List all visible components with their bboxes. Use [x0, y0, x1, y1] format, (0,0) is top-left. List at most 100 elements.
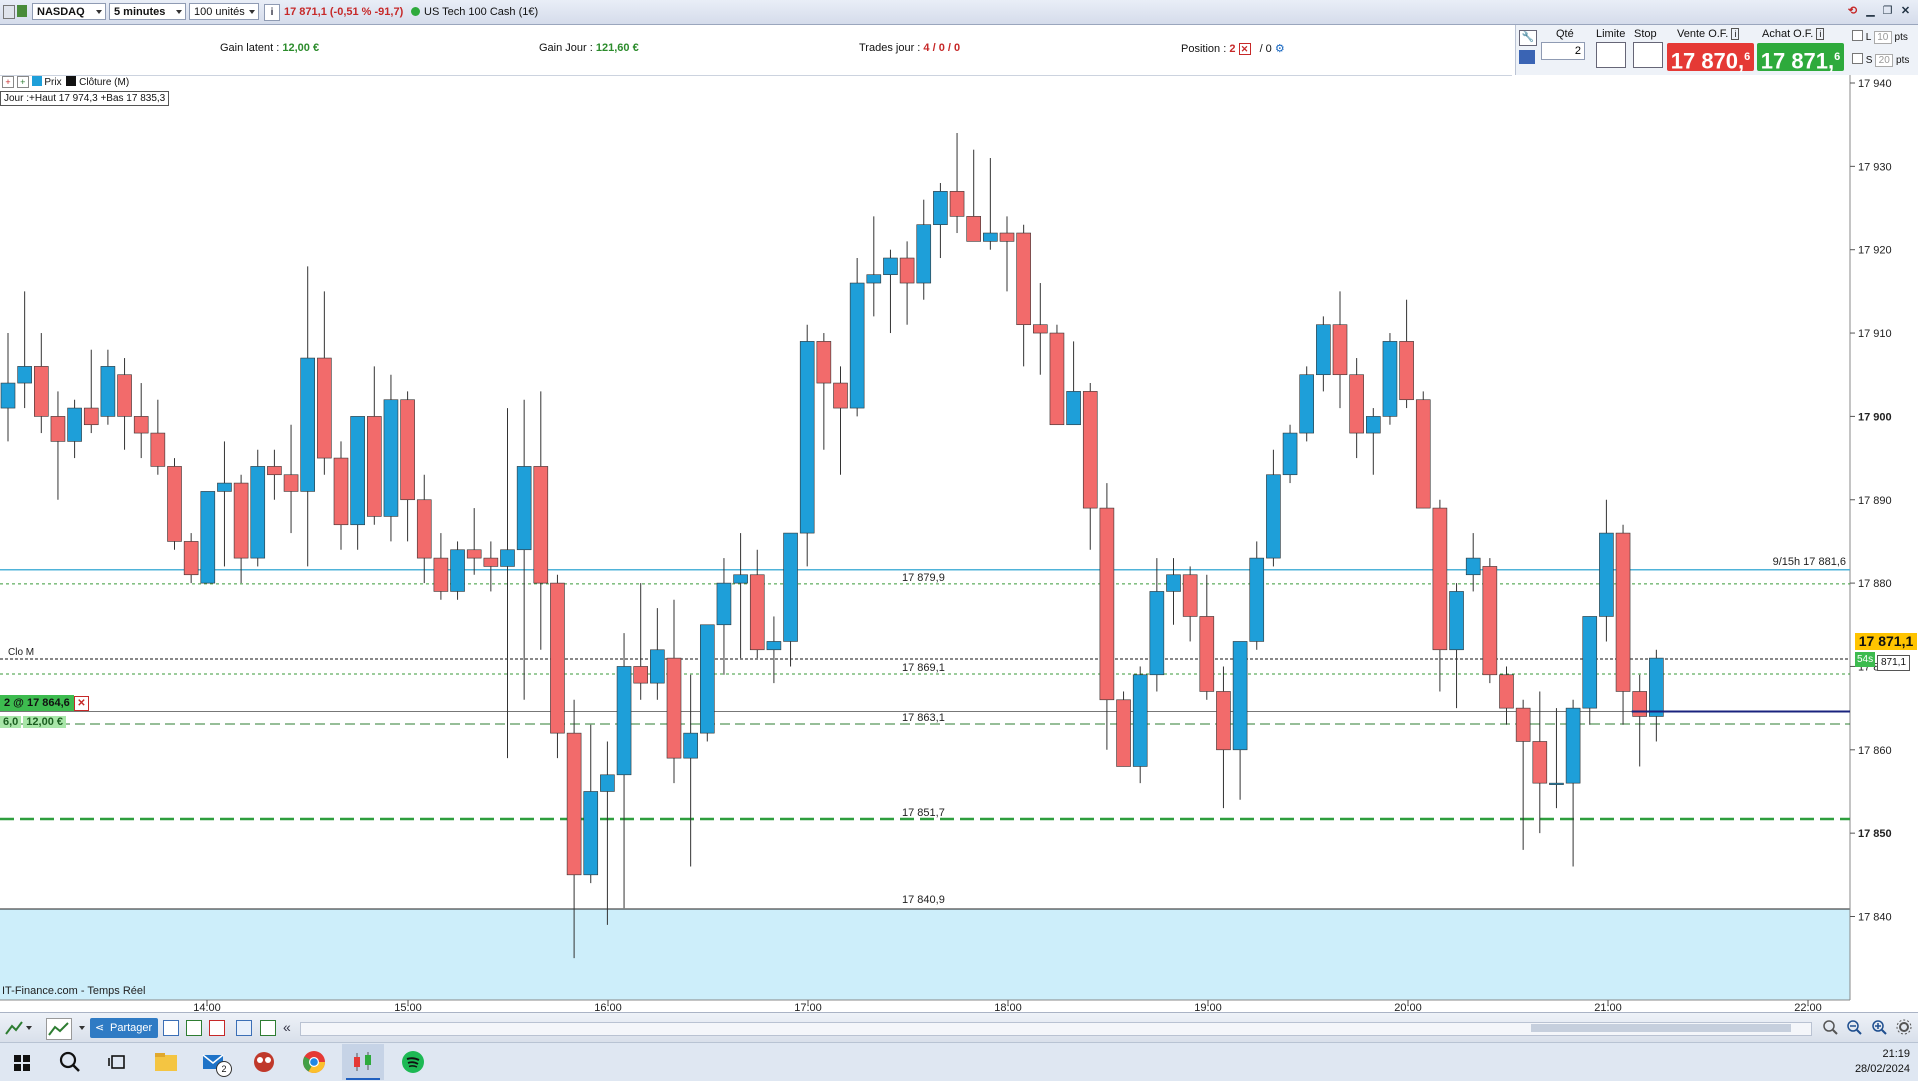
system-clock[interactable]: 21:19 28/02/2024	[1855, 1047, 1910, 1077]
price-series-label[interactable]: Prix	[44, 77, 62, 88]
candle-body	[33, 366, 49, 417]
mail-badge: 2	[216, 1061, 232, 1077]
chrome-icon[interactable]	[300, 1049, 328, 1075]
candle-body	[117, 374, 132, 417]
restore-icon[interactable]: ❐	[1882, 5, 1893, 17]
wrench-icon[interactable]: 🔧	[1519, 30, 1537, 46]
gear-icon[interactable]	[1896, 1019, 1912, 1035]
candle-body	[466, 549, 482, 559]
chart-type-dropdown[interactable]	[79, 1026, 85, 1030]
buy-label: Achat O.F.	[1762, 28, 1814, 40]
drawing-tool-dropdown[interactable]	[26, 1026, 32, 1030]
gain-latent-label: Gain latent :	[220, 42, 280, 54]
game-app-icon[interactable]	[250, 1049, 278, 1075]
trading-app-icon[interactable]	[349, 1049, 377, 1075]
current-price-tag: 17 871,1	[1855, 633, 1917, 650]
candle-body	[883, 257, 898, 276]
chart-legend: + + Prix Clôture (M)	[2, 76, 129, 90]
level-label-5: 17 840,9	[902, 894, 945, 906]
screenshot-icon[interactable]	[163, 1020, 179, 1036]
buy-info-icon[interactable]: i	[1816, 28, 1825, 40]
candle-body	[1599, 532, 1614, 617]
spotify-icon[interactable]	[399, 1049, 427, 1075]
pnl-qty: 6,0	[0, 716, 22, 728]
candle-body	[1016, 232, 1031, 326]
minimize-icon[interactable]: ▁	[1866, 5, 1875, 17]
candle-body	[1499, 674, 1514, 709]
candle-body	[1282, 432, 1298, 476]
drawing-tool-icon[interactable]	[4, 1019, 24, 1037]
candle-body	[366, 416, 382, 517]
qty-input[interactable]	[1541, 42, 1585, 60]
candle-body	[416, 499, 432, 559]
limit-checkbox[interactable]	[1852, 30, 1863, 41]
candle-body	[0, 382, 16, 409]
keyboard-icon[interactable]	[1519, 50, 1535, 64]
l-points-input[interactable]: 10	[1873, 31, 1892, 44]
countdown-tag: 54s	[1855, 652, 1876, 667]
candle-body	[1082, 391, 1098, 509]
clock-time: 21:19	[1882, 1048, 1910, 1060]
close-position-icon[interactable]: ✕	[1238, 43, 1251, 55]
add-object-icon[interactable]: +	[16, 76, 29, 88]
live-status-icon	[411, 7, 420, 16]
candle-body	[233, 482, 249, 559]
pnl-tag: 6,0 12,00 €	[0, 715, 66, 730]
layout-icon[interactable]	[3, 5, 15, 19]
horizontal-scrollbar[interactable]	[300, 1022, 1812, 1036]
windows-taskbar: 2 21:19 28/02/2024	[0, 1042, 1918, 1081]
candle-body	[1149, 591, 1165, 676]
file-explorer-icon[interactable]	[152, 1049, 180, 1075]
y-tick-label: 17 840	[1858, 912, 1892, 924]
limit-order-button[interactable]	[1596, 42, 1626, 68]
sell-button[interactable]: 17 870,6	[1667, 43, 1754, 73]
share-button[interactable]: ⋖ Partager	[90, 1018, 159, 1038]
chart-type-icon[interactable]	[46, 1018, 72, 1040]
x-tick-label: 19:00	[1194, 1002, 1222, 1012]
scrollbar-thumb[interactable]	[1531, 1024, 1791, 1032]
candle-body	[1033, 324, 1048, 334]
candle-body	[1632, 691, 1647, 717]
settings-icon[interactable]: ⚙	[1274, 43, 1285, 55]
candle-body	[916, 224, 932, 284]
info-icon[interactable]: i	[264, 4, 280, 21]
share-label: Partager	[110, 1022, 153, 1034]
s-points-input[interactable]: 20	[1875, 54, 1894, 67]
mail-icon[interactable]: 2	[200, 1049, 232, 1077]
close-series-label[interactable]: Clôture (M)	[79, 77, 130, 88]
stop-checkbox[interactable]	[1852, 53, 1863, 64]
zoom-out-icon[interactable]	[1846, 1019, 1862, 1035]
candle-body	[133, 416, 149, 434]
close-series-icon	[66, 76, 77, 86]
stop-order-button[interactable]	[1633, 42, 1663, 68]
zoom-in-icon[interactable]	[1871, 1019, 1887, 1035]
units-select[interactable]: 100 unités	[189, 3, 259, 20]
spreadsheet-icon[interactable]	[186, 1020, 202, 1036]
close-icon[interactable]: ✕	[1900, 5, 1911, 17]
gain-latent: Gain latent : 12,00 €	[220, 42, 319, 54]
collapse-chevrons[interactable]: «	[283, 1019, 291, 1035]
candle-body	[217, 482, 232, 492]
market-select[interactable]: NASDAQ	[32, 3, 106, 20]
x-tick-label: 21:00	[1594, 1002, 1622, 1012]
windows-start-icon[interactable]	[8, 1049, 36, 1075]
add-indicator-icon[interactable]: +	[2, 76, 14, 88]
candle-body	[799, 341, 815, 534]
close-position-tag-icon[interactable]: ✕	[74, 696, 89, 711]
green-square-icon[interactable]	[17, 5, 27, 17]
refresh-icon[interactable]: ⟲	[1847, 5, 1858, 17]
search-icon[interactable]	[56, 1049, 84, 1075]
position-tag[interactable]: 2 @ 17 864,6	[0, 695, 74, 711]
task-view-icon[interactable]	[104, 1049, 132, 1075]
window-icon[interactable]	[236, 1020, 252, 1036]
interval-select[interactable]: 5 minutes	[109, 3, 186, 20]
buy-button[interactable]: 17 871,6	[1757, 43, 1844, 73]
table-icon[interactable]	[209, 1020, 225, 1036]
candle-body	[1582, 616, 1598, 709]
zoom-fit-icon[interactable]	[1822, 1019, 1838, 1035]
candle-body	[267, 466, 282, 476]
sell-info-icon[interactable]: i	[1731, 28, 1740, 40]
s-pts-label: pts	[1896, 55, 1910, 66]
grid-icon[interactable]	[260, 1020, 276, 1036]
